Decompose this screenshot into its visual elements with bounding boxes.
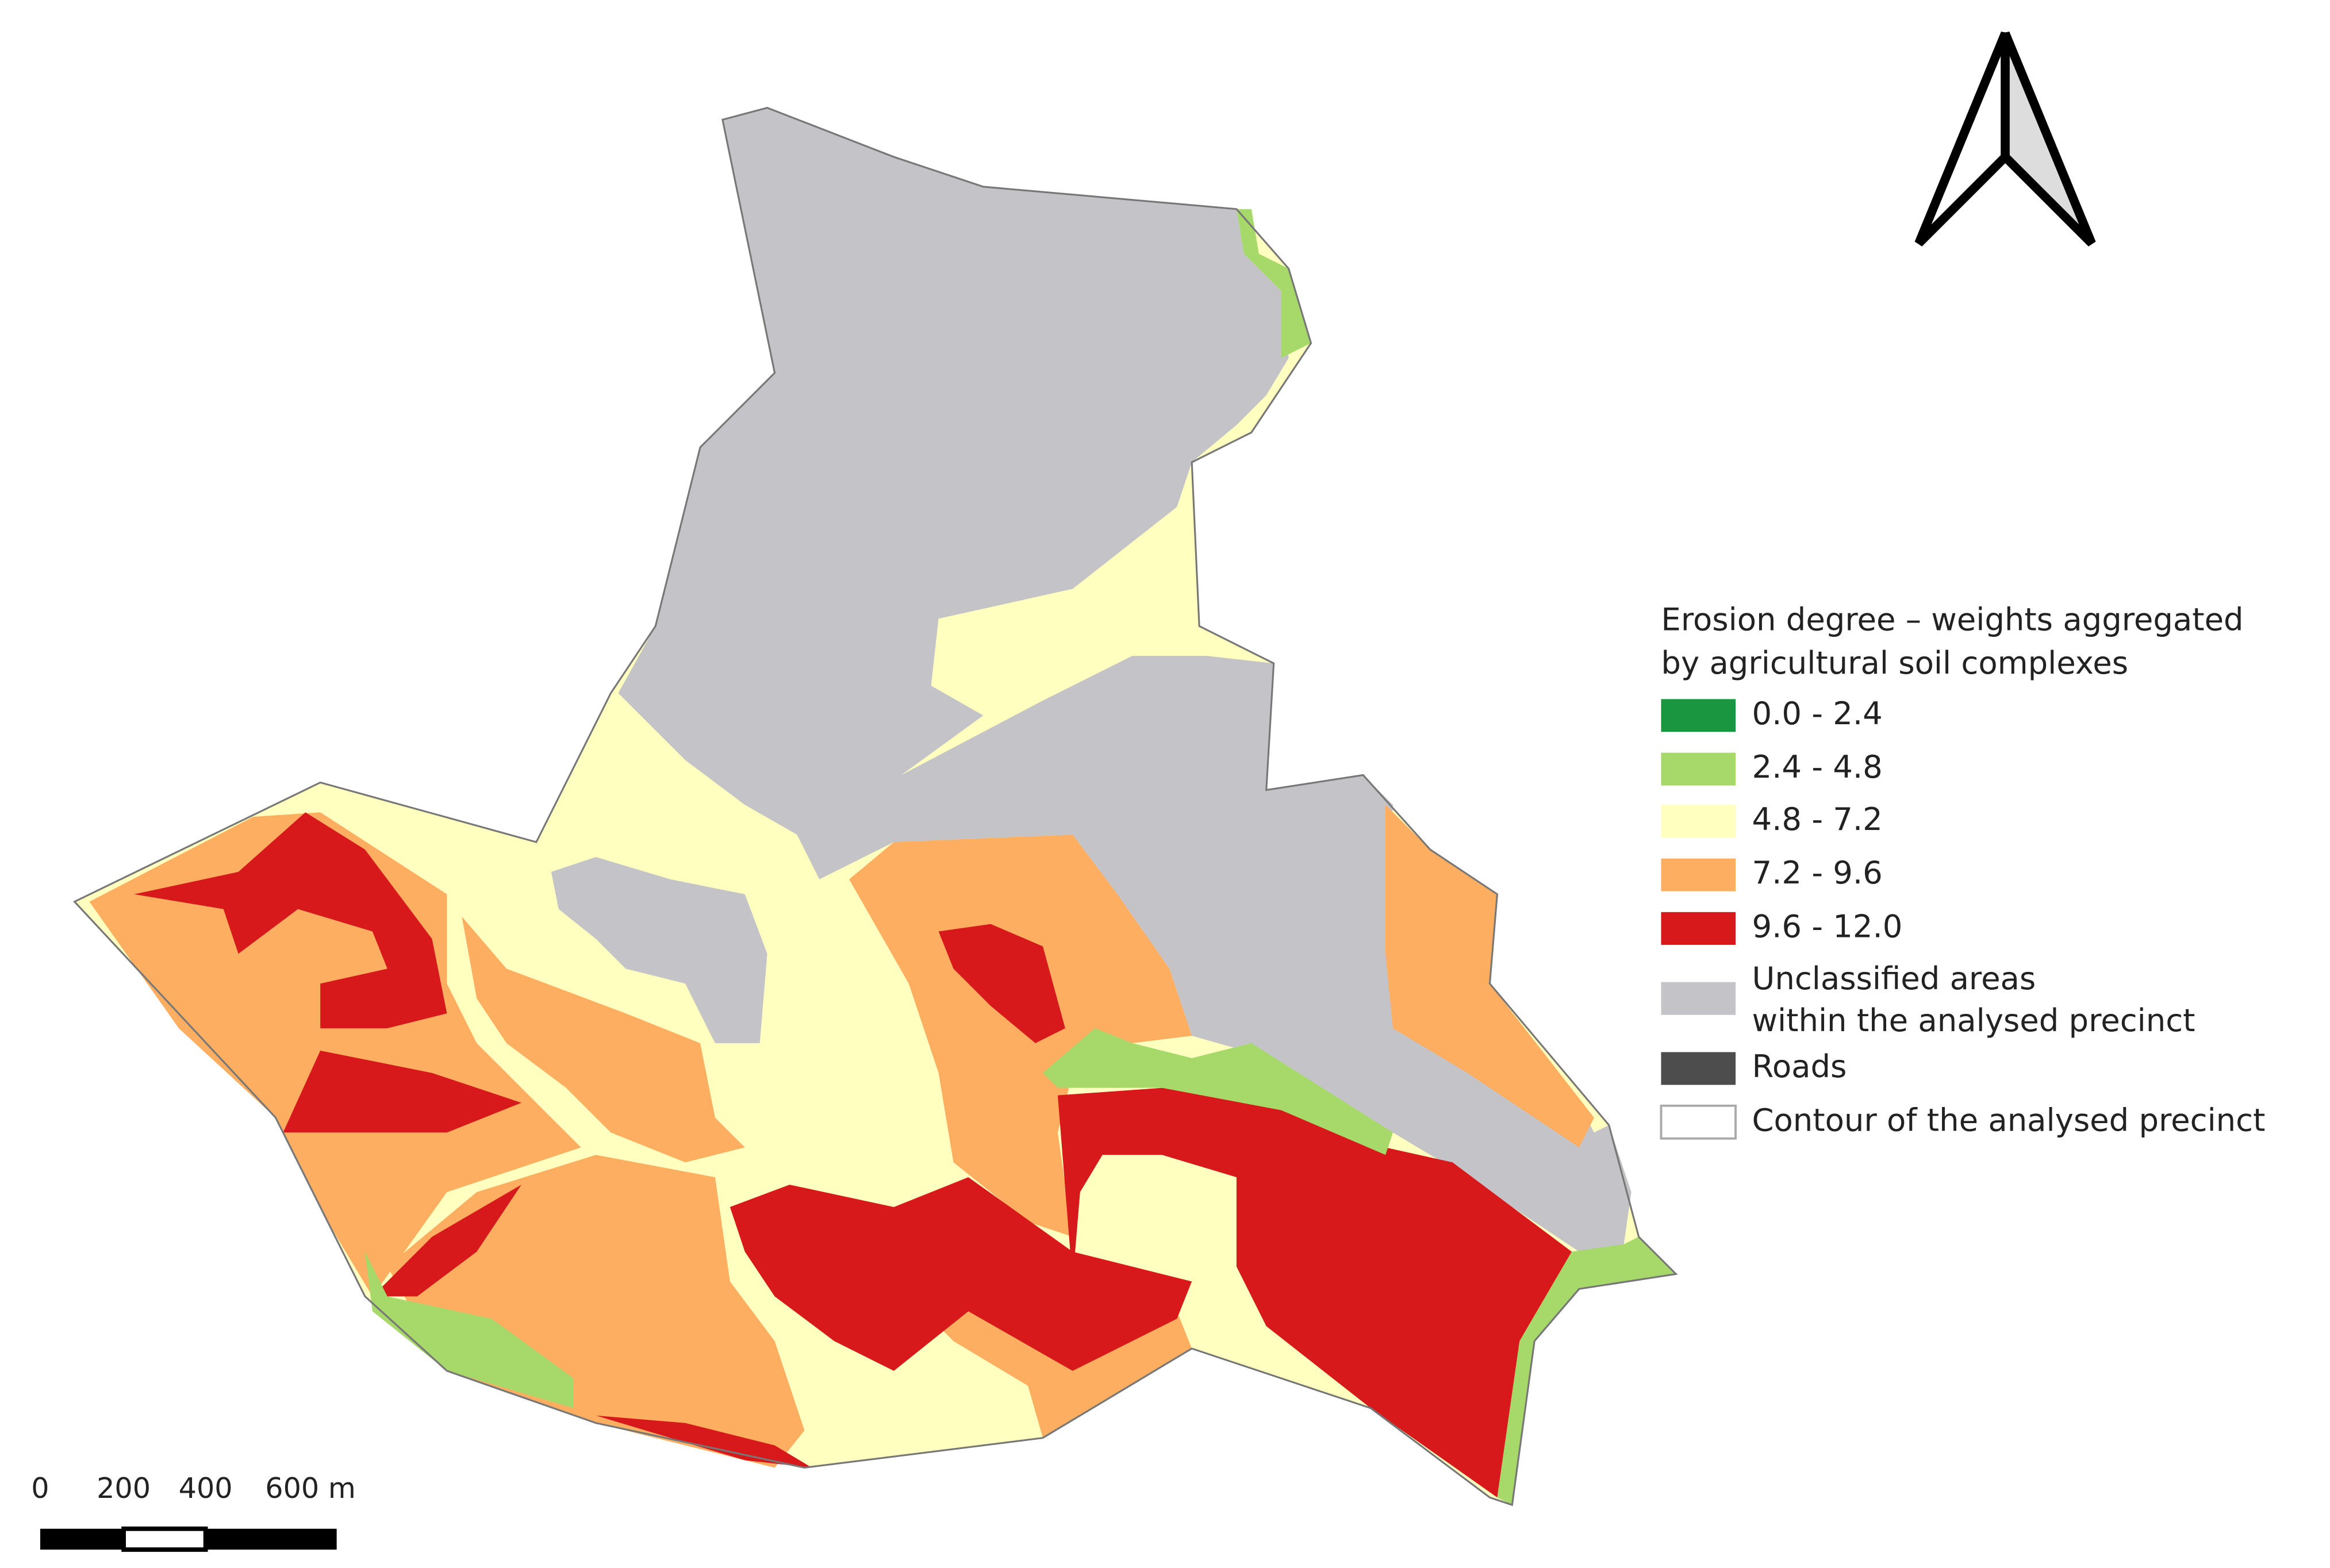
legend-swatch [1661, 752, 1736, 786]
legend-label: within the analysed precinct [1752, 1002, 2195, 1039]
class-area [387, 1155, 805, 1468]
scale-label: 0 [31, 1471, 49, 1505]
legend-title: by agricultural soil complexes [1661, 644, 2128, 681]
scale-label: 400 [179, 1471, 233, 1505]
north-arrow [1914, 31, 2096, 247]
class-area [372, 1185, 522, 1297]
scale-segment [205, 1528, 337, 1550]
class-area [1057, 1087, 1572, 1498]
legend-swatch [1661, 1052, 1736, 1085]
class-area [364, 1251, 574, 1408]
legend-label: Contour of the analysed precinct [1752, 1101, 2266, 1138]
legend-label: Roads [1752, 1048, 1847, 1085]
legend: Erosion degree – weights aggregated by ag… [1660, 601, 2266, 1140]
scale-label: 200 [97, 1471, 151, 1505]
scale-bar: 0 200 400 600 m [31, 1471, 356, 1552]
scale-segment [121, 1526, 208, 1552]
class-area [730, 1177, 1192, 1371]
class-area [938, 924, 1065, 1043]
class-area [462, 916, 745, 1163]
class-area [1497, 1236, 1676, 1505]
precinct-contour [72, 106, 1678, 1506]
legend-swatch [1661, 699, 1736, 732]
legend-label: 0.0 - 2.4 [1752, 695, 1883, 732]
class-area [849, 835, 1192, 1237]
unclassified-area [618, 107, 1632, 1252]
class-area [1043, 1028, 1393, 1155]
legend-label: 2.4 - 4.8 [1752, 748, 1883, 785]
unclassified-area [551, 856, 767, 1043]
legend-title: Erosion degree – weights aggregated [1661, 601, 2243, 638]
legend-swatch [1661, 912, 1736, 945]
class-area [283, 1050, 522, 1133]
scale-segment [40, 1528, 124, 1550]
legend-label: Unclassified areas [1752, 960, 2036, 997]
map-regions [72, 106, 1678, 1506]
legend-swatch [1661, 805, 1736, 838]
class-area [1236, 209, 1311, 358]
scale-label: 600 m [265, 1471, 356, 1505]
class-area [134, 812, 447, 1028]
class-area [596, 1415, 812, 1468]
legend-swatch [1660, 1104, 1737, 1140]
legend-label: 9.6 - 12.0 [1752, 908, 1903, 944]
legend-swatch [1661, 982, 1736, 1015]
legend-swatch [1661, 858, 1736, 891]
legend-label: 7.2 - 9.6 [1752, 854, 1883, 891]
legend-label: 4.8 - 7.2 [1752, 801, 1883, 837]
